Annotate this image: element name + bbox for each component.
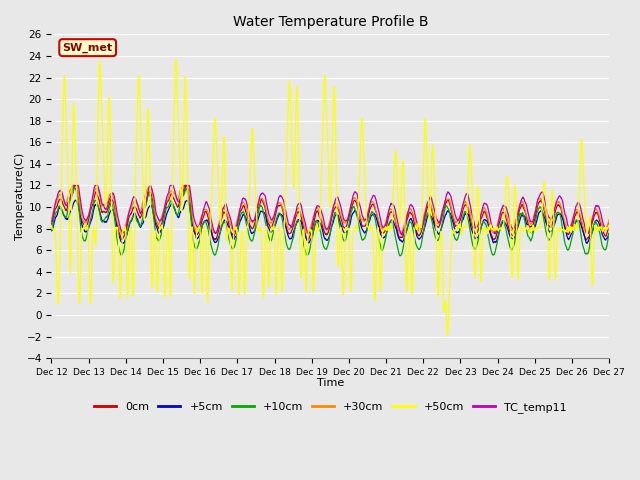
Title: Water Temperature Profile B: Water Temperature Profile B	[232, 15, 428, 29]
Legend: 0cm, +5cm, +10cm, +30cm, +50cm, TC_temp11: 0cm, +5cm, +10cm, +30cm, +50cm, TC_temp1…	[90, 397, 571, 418]
X-axis label: Time: Time	[317, 378, 344, 388]
Y-axis label: Temperature(C): Temperature(C)	[15, 153, 25, 240]
Text: SW_met: SW_met	[63, 43, 113, 53]
